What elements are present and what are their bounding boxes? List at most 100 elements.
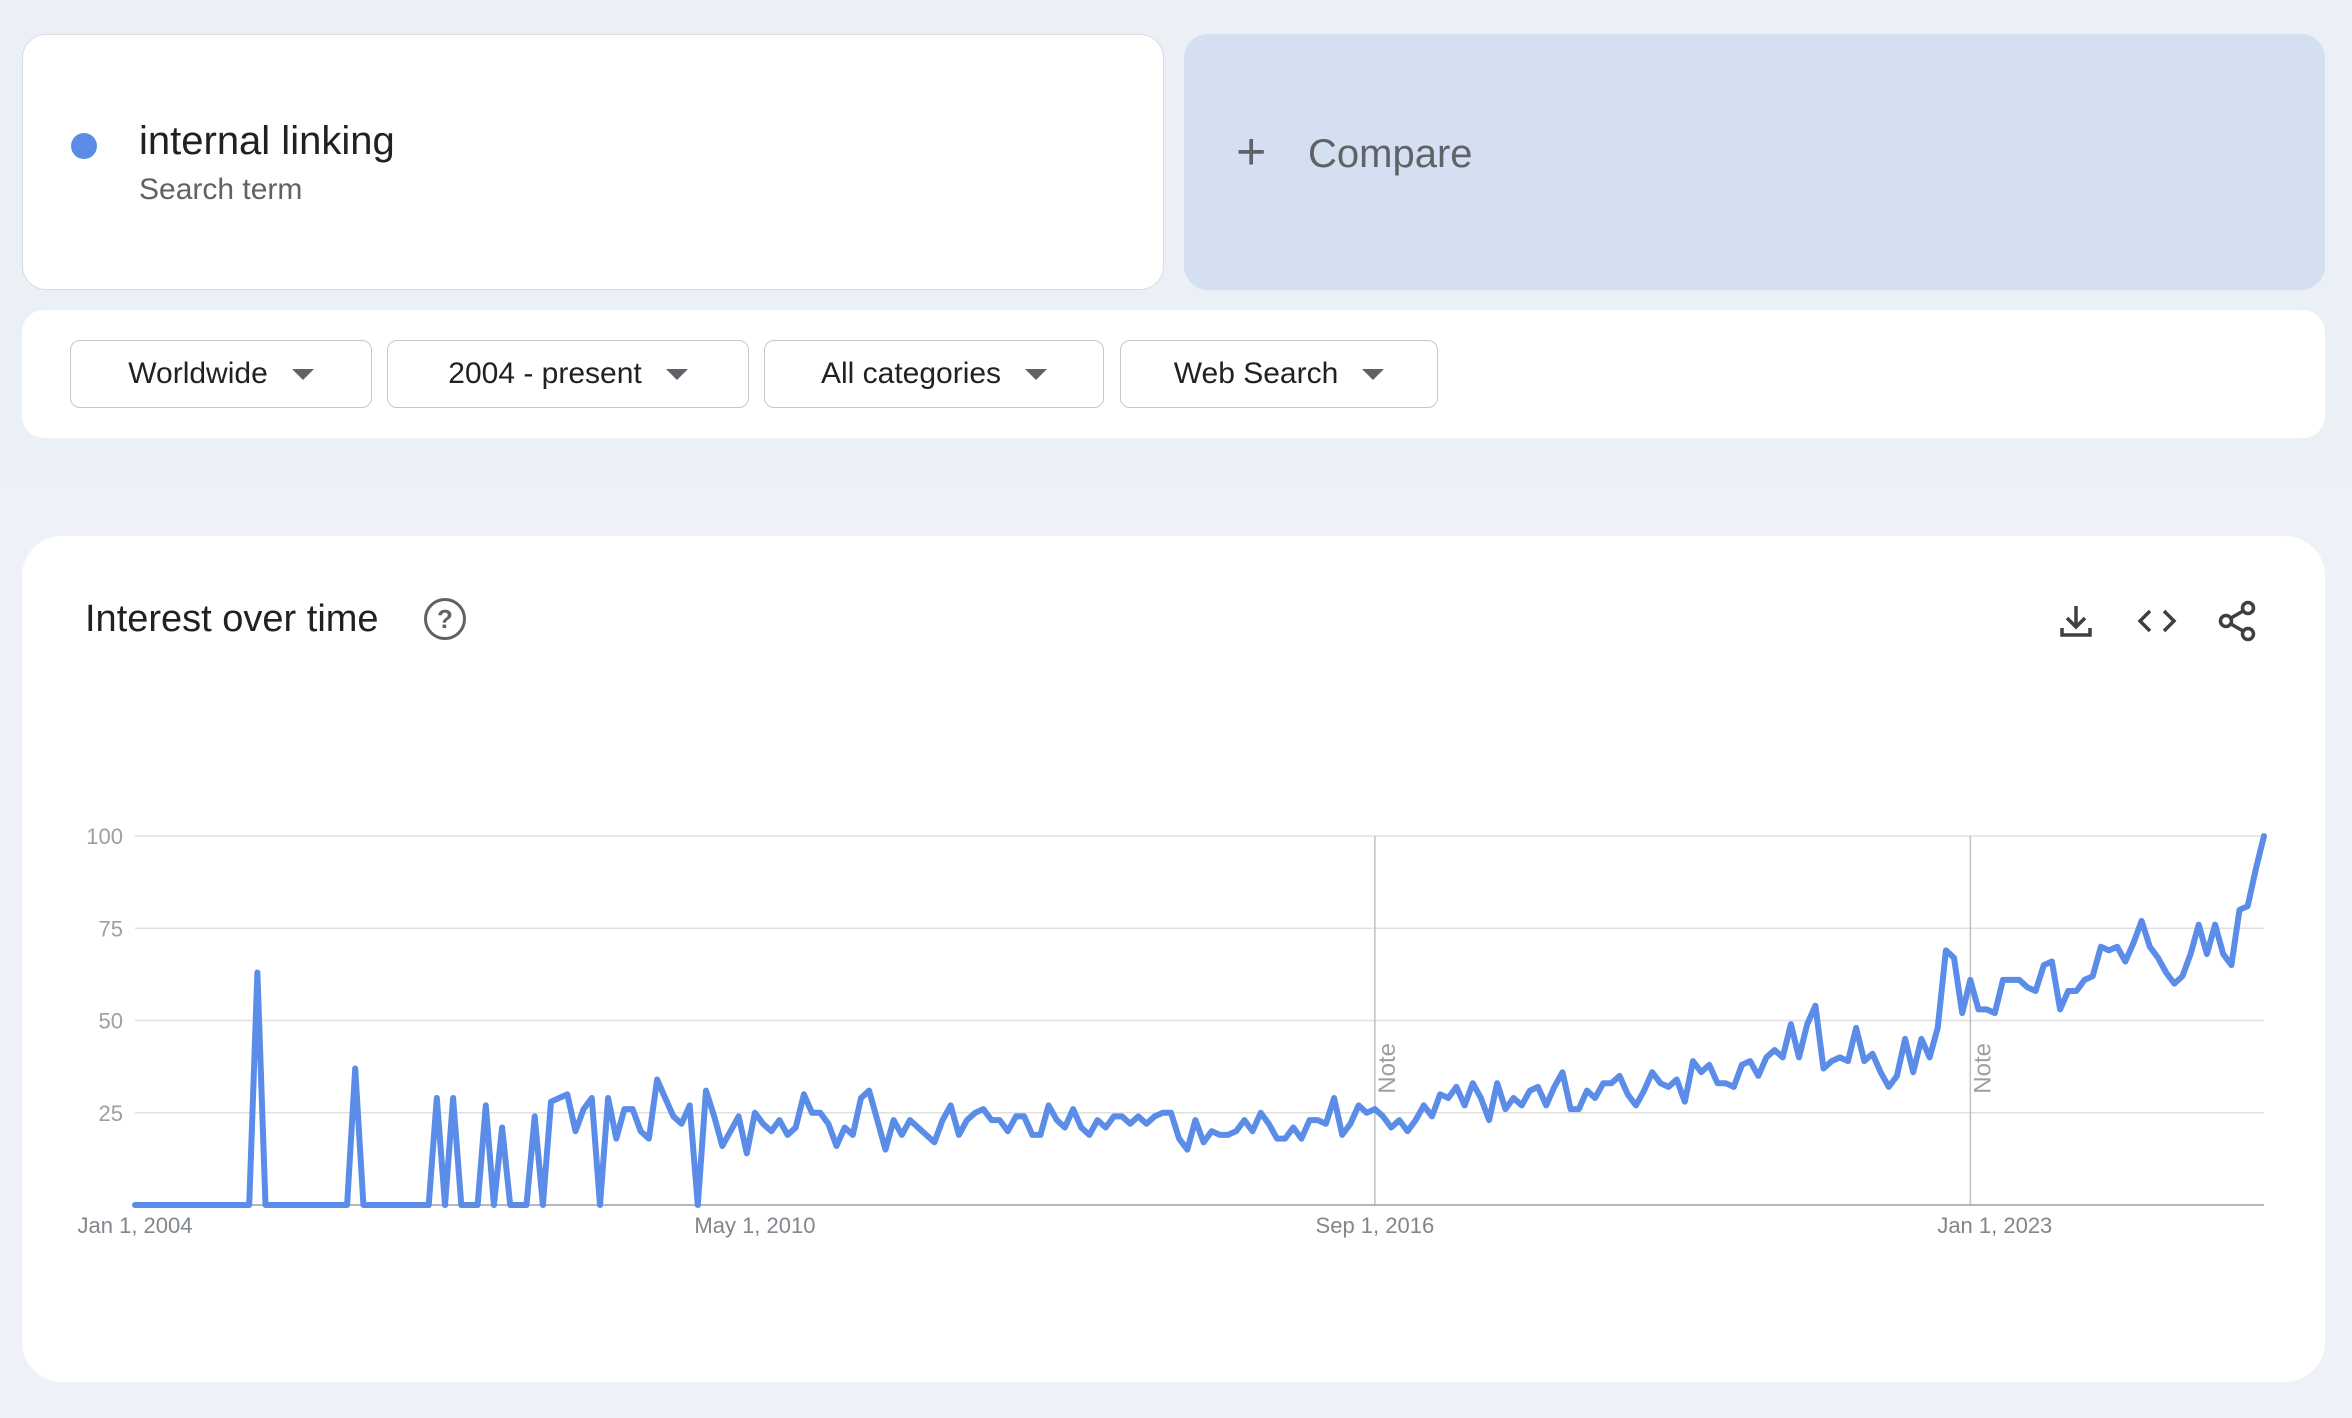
data-point <box>1927 1054 1933 1060</box>
data-point <box>662 1095 668 1101</box>
data-point <box>1519 1102 1525 1108</box>
data-point <box>744 1150 750 1156</box>
data-point <box>2245 903 2251 909</box>
embed-icon[interactable] <box>2134 598 2180 644</box>
data-point <box>532 1113 538 1119</box>
interest-over-time-card: Interest over time ? 25 50 75 100 Note Note Ja… <box>22 536 2325 1382</box>
data-point <box>1772 1047 1778 1053</box>
data-point <box>1168 1110 1174 1116</box>
data-point <box>711 1113 717 1119</box>
data-point <box>1886 1084 1892 1090</box>
data-point <box>1617 1073 1623 1079</box>
data-point <box>989 1117 995 1123</box>
data-point <box>1160 1110 1166 1116</box>
download-icon[interactable] <box>2053 598 2099 644</box>
data-point <box>1119 1113 1125 1119</box>
note-label: Note <box>1374 1043 1401 1094</box>
region-dropdown[interactable]: Worldwide <box>70 340 372 408</box>
data-point <box>1005 1128 1011 1134</box>
data-point <box>834 1143 840 1149</box>
data-point <box>1984 1006 1990 1012</box>
data-point <box>1078 1125 1084 1131</box>
search-term-card[interactable]: internal linking Search term <box>22 34 1164 290</box>
data-point <box>1192 1117 1198 1123</box>
data-point <box>1690 1058 1696 1064</box>
y-tick-label: 75 <box>99 916 123 941</box>
search-term-name[interactable]: internal linking <box>139 119 395 163</box>
data-point <box>1967 977 1973 983</box>
data-point <box>972 1110 978 1116</box>
x-tick-label: May 1, 2010 <box>694 1213 815 1238</box>
data-point <box>442 1202 448 1208</box>
data-point <box>434 1095 440 1101</box>
data-point <box>866 1088 872 1094</box>
x-tick-label: Jan 1, 2023 <box>1937 1213 2052 1238</box>
data-point <box>630 1106 636 1112</box>
data-point <box>2171 981 2177 987</box>
help-icon[interactable]: ? <box>424 598 466 640</box>
series-line <box>132 833 2267 1208</box>
category-label: All categories <box>820 357 1002 390</box>
data-point <box>1453 1084 1459 1090</box>
data-point <box>2016 977 2022 983</box>
x-tick-label: Jan 1, 2004 <box>78 1213 193 1238</box>
data-point <box>768 1128 774 1134</box>
data-point <box>1600 1080 1606 1086</box>
data-point <box>1853 1025 1859 1031</box>
data-point <box>1307 1117 1313 1123</box>
data-point <box>1054 1117 1060 1123</box>
time-range-dropdown[interactable]: 2004 - present <box>387 340 749 408</box>
search-type-dropdown[interactable]: Web Search <box>1120 340 1438 408</box>
data-point <box>654 1077 660 1083</box>
data-point <box>246 1202 252 1208</box>
data-point <box>450 1095 456 1101</box>
data-point <box>2008 977 2014 983</box>
data-point <box>2106 947 2112 953</box>
data-point <box>1943 947 1949 953</box>
data-point <box>2041 962 2047 968</box>
data-point <box>874 1117 880 1123</box>
data-point <box>1046 1102 1052 1108</box>
data-point <box>499 1125 505 1131</box>
search-type-label: Web Search <box>1173 357 1339 390</box>
data-point <box>940 1117 946 1123</box>
data-point <box>589 1095 595 1101</box>
data-point <box>328 1202 334 1208</box>
data-point <box>1641 1088 1647 1094</box>
data-point <box>548 1099 554 1105</box>
data-point <box>2033 988 2039 994</box>
data-point <box>1152 1113 1158 1119</box>
data-point <box>1144 1121 1150 1127</box>
data-point <box>1299 1136 1305 1142</box>
data-point <box>1511 1095 1517 1101</box>
y-tick-label: 50 <box>99 1009 123 1034</box>
data-point <box>1870 1051 1876 1057</box>
data-point <box>1470 1080 1476 1086</box>
data-point <box>1372 1106 1378 1112</box>
data-point <box>507 1202 513 1208</box>
data-point <box>793 1125 799 1131</box>
data-point <box>1788 1021 1794 1027</box>
data-point <box>1388 1125 1394 1131</box>
data-point <box>850 1132 856 1138</box>
data-point <box>2082 977 2088 983</box>
region-label: Worldwide <box>128 357 268 390</box>
data-point <box>703 1088 709 1094</box>
data-point <box>1608 1080 1614 1086</box>
data-point <box>1478 1095 1484 1101</box>
compare-button[interactable]: + Compare <box>1184 34 2325 290</box>
data-point <box>1747 1058 1753 1064</box>
data-point <box>1364 1110 1370 1116</box>
time-range-label: 2004 - present <box>448 357 642 390</box>
share-icon[interactable] <box>2214 598 2260 644</box>
caret-down-icon <box>665 368 688 380</box>
data-point <box>2024 984 2030 990</box>
data-point <box>1755 1073 1761 1079</box>
data-point <box>1804 1021 1810 1027</box>
data-point <box>2147 944 2153 950</box>
data-point <box>980 1106 986 1112</box>
data-point <box>2131 940 2137 946</box>
data-point <box>2090 973 2096 979</box>
interest-chart[interactable]: 25 50 75 100 Note Note Jan 1, 2004 May 1, 2010 S… <box>22 536 2325 1382</box>
category-dropdown[interactable]: All categories <box>764 340 1104 408</box>
